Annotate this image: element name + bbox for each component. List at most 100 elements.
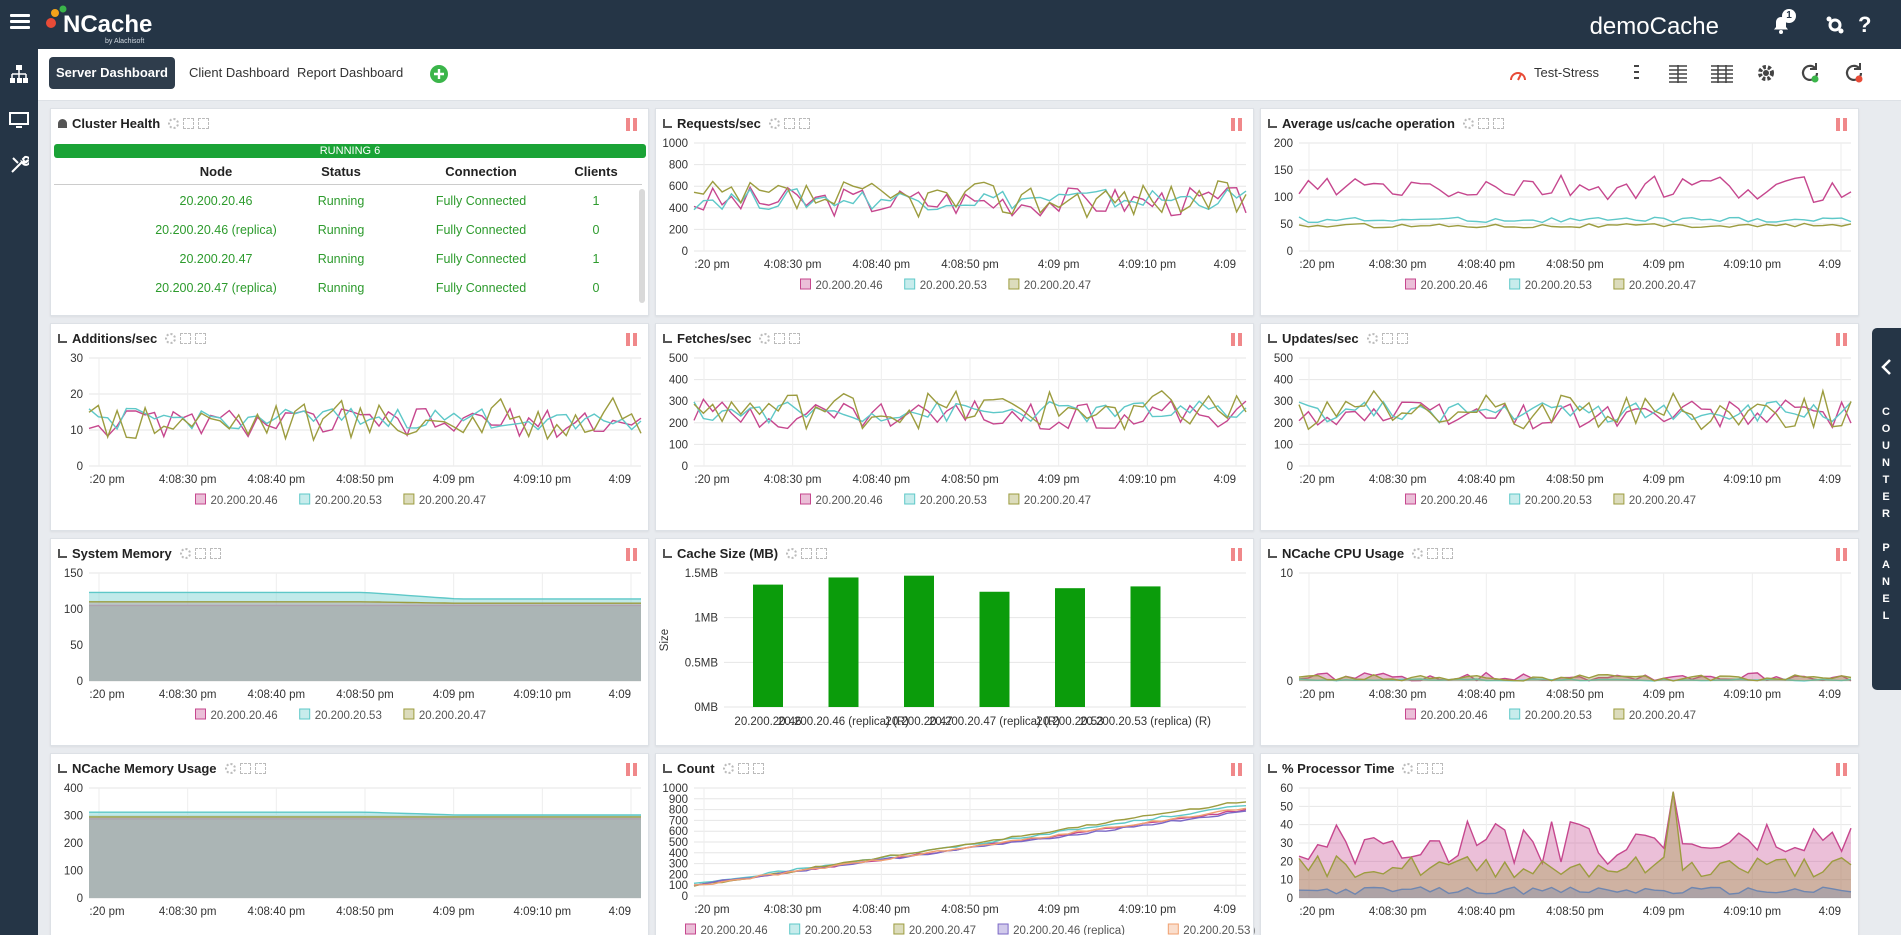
fullscreen-icon[interactable] — [1427, 547, 1439, 559]
settings-icon[interactable] — [768, 117, 780, 129]
table-scrollbar[interactable] — [639, 189, 645, 303]
legend-swatch — [195, 493, 206, 505]
chart-icon — [663, 548, 672, 558]
pause-icon[interactable] — [626, 333, 638, 346]
menu-icon[interactable] — [10, 14, 30, 30]
three-column-view-icon[interactable] — [1710, 61, 1734, 85]
bar — [904, 575, 934, 707]
settings-icon[interactable] — [759, 332, 771, 344]
fullscreen-icon[interactable] — [774, 332, 786, 344]
expand-icon[interactable] — [254, 762, 266, 774]
reset-icon[interactable] — [1842, 61, 1866, 85]
tools-icon[interactable] — [9, 155, 31, 175]
pause-icon[interactable] — [1836, 118, 1848, 131]
pause-icon[interactable] — [1836, 333, 1848, 346]
settings-icon[interactable] — [168, 117, 180, 129]
top-bar: NCache by Alachisoft demoCache 1 ? — [0, 0, 1901, 49]
expand-icon[interactable] — [198, 117, 210, 129]
settings-icon[interactable] — [1366, 332, 1378, 344]
settings-icon[interactable] — [722, 762, 734, 774]
legend-swatch — [997, 923, 1009, 935]
fullscreen-icon[interactable] — [183, 117, 195, 129]
x-tick-label: 4:08:50 pm — [336, 474, 394, 486]
expand-icon[interactable] — [1492, 117, 1504, 129]
x-tick-label: :20 pm — [89, 474, 124, 486]
fullscreen-icon[interactable] — [1381, 332, 1393, 344]
legend-label: 20.200.20.53 — [1525, 495, 1592, 507]
settings-icon[interactable] — [165, 332, 177, 344]
help-icon[interactable]: ? — [1858, 12, 1872, 37]
fullscreen-icon[interactable] — [1417, 762, 1429, 774]
pause-icon[interactable] — [1231, 548, 1243, 561]
expand-icon[interactable] — [798, 117, 810, 129]
monitor-icon[interactable] — [9, 110, 29, 130]
expand-icon[interactable] — [209, 547, 221, 559]
panel-title: NCache Memory Usage — [72, 760, 217, 776]
y-tick-label: 600 — [669, 181, 688, 193]
fullscreen-icon[interactable] — [194, 547, 206, 559]
clients-cell: 0 — [592, 281, 600, 295]
bar — [753, 584, 783, 707]
pause-icon[interactable] — [1836, 763, 1848, 776]
expand-icon[interactable] — [1432, 762, 1444, 774]
series-line — [693, 400, 1247, 425]
fullscreen-icon[interactable] — [801, 547, 813, 559]
refresh-icon[interactable] — [1798, 61, 1822, 85]
fullscreen-icon[interactable] — [737, 762, 749, 774]
notification-badge: 1 — [1782, 9, 1796, 23]
settings-cluster-icon[interactable] — [1824, 14, 1846, 36]
fullscreen-icon[interactable] — [1477, 117, 1489, 129]
pause-icon[interactable] — [1231, 763, 1243, 776]
pause-icon[interactable] — [626, 118, 638, 131]
list-view-icon[interactable] — [1624, 61, 1648, 85]
ncache-logo: NCache by Alachisoft — [45, 3, 170, 45]
chart-icon — [1268, 118, 1277, 128]
x-tick-label: 4:09 pm — [1643, 689, 1685, 701]
settings-icon[interactable] — [1462, 117, 1474, 129]
expand-icon[interactable] — [816, 547, 828, 559]
pause-icon[interactable] — [1836, 548, 1848, 561]
pause-icon[interactable] — [1231, 118, 1243, 131]
expand-icon[interactable] — [752, 762, 764, 774]
pause-icon[interactable] — [626, 763, 638, 776]
legend-label: 20.200.20.47 — [1024, 280, 1091, 292]
expand-icon[interactable] — [1396, 332, 1408, 344]
cluster-health-panel: Cluster Health RUNNING 6 Node Status Con… — [50, 108, 649, 316]
tab-report-dashboard[interactable]: Report Dashboard — [297, 65, 404, 80]
pause-icon[interactable] — [626, 548, 638, 561]
legend-swatch — [800, 493, 811, 505]
settings-icon[interactable] — [1412, 547, 1424, 559]
expand-icon[interactable] — [1442, 547, 1454, 559]
series-line — [693, 807, 1247, 886]
settings-icon[interactable] — [179, 547, 191, 559]
legend-swatch — [1008, 493, 1020, 505]
expand-icon[interactable] — [789, 332, 801, 344]
gear-icon[interactable] — [1754, 61, 1778, 85]
y-tick-label: 10 — [1280, 875, 1293, 887]
chart-area: 0 100 200 300 400 500:20 pm 4:08:30 pm 4:08:40 … — [669, 353, 1247, 507]
add-dashboard-icon[interactable] — [430, 65, 448, 83]
fullscreen-icon[interactable] — [239, 762, 251, 774]
y-tick-label: 1.5MB — [685, 568, 719, 580]
node-cell: 20.200.20.46 (replica) — [155, 223, 277, 237]
legend-label: 20.200.20.47 — [1629, 710, 1696, 722]
fullscreen-icon[interactable] — [783, 117, 795, 129]
bell-icon[interactable]: 1 — [1770, 9, 1796, 36]
settings-icon[interactable] — [224, 762, 236, 774]
topology-icon[interactable] — [9, 64, 29, 84]
y-tick-label: 0 — [77, 461, 83, 473]
tab-server-dashboard[interactable]: Server Dashboard — [49, 57, 175, 89]
tab-client-dashboard[interactable]: Client Dashboard — [189, 65, 290, 80]
two-column-view-icon[interactable] — [1666, 61, 1690, 85]
test-stress-button[interactable]: Test-Stress — [1508, 59, 1599, 87]
settings-icon[interactable] — [786, 547, 798, 559]
updates-per-sec-panel: Updates/sec 0 100 200 300 400 500:20 pm 4:08:30… — [1260, 323, 1859, 531]
status-cell: Running — [317, 194, 365, 208]
pause-icon[interactable] — [1231, 333, 1243, 346]
y-tick-label: 200 — [1274, 138, 1293, 150]
expand-icon[interactable] — [195, 332, 207, 344]
legend-swatch — [1405, 278, 1416, 290]
fullscreen-icon[interactable] — [180, 332, 192, 344]
settings-icon[interactable] — [1402, 762, 1414, 774]
